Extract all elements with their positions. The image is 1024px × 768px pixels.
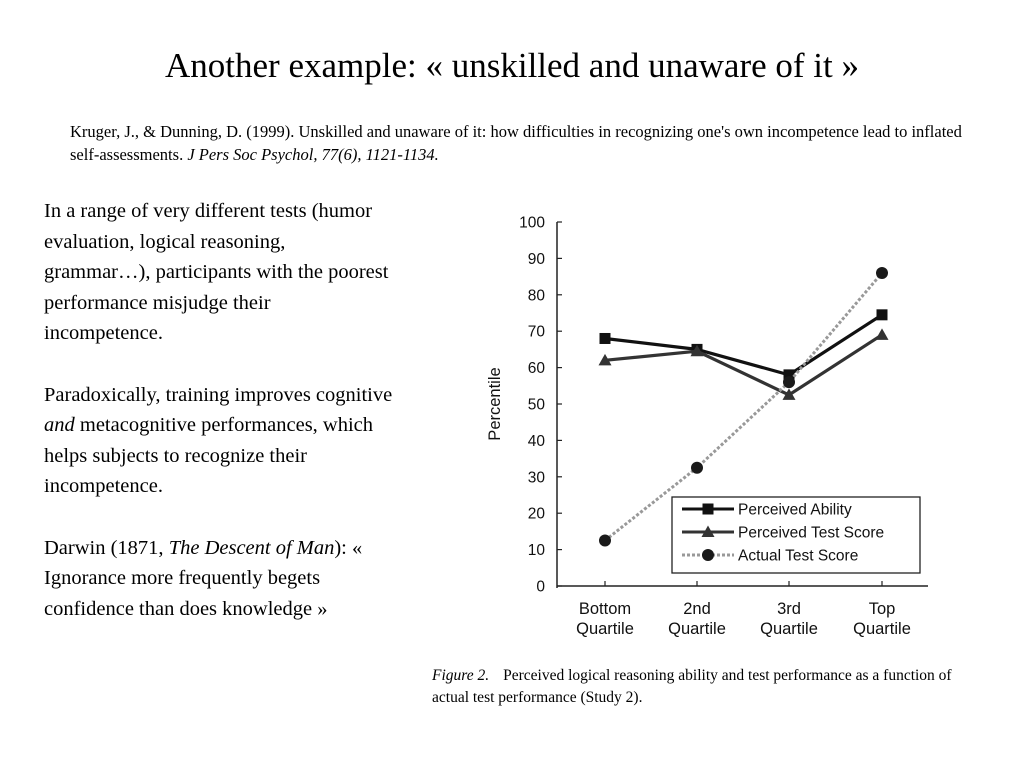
series-3-point (691, 461, 703, 474)
y-tick-label: 0 (536, 579, 545, 596)
x-tick-label: Quartile (668, 620, 726, 638)
y-tick-label: 60 (528, 360, 546, 377)
series-2-point (598, 353, 612, 366)
citation-text: Kruger, J., & Dunning, D. (1999). Unskil… (70, 122, 962, 164)
series-3-point (783, 376, 795, 389)
body-text: In a range of very different tests (humo… (44, 196, 394, 655)
citation: Kruger, J., & Dunning, D. (1999). Unskil… (70, 120, 970, 166)
legend-marker-1 (702, 503, 714, 515)
paragraph-3: Darwin (1871, The Descent of Man): « Ign… (44, 533, 394, 625)
series-line-3 (604, 271, 884, 542)
y-tick-label: 80 (528, 287, 546, 304)
y-tick-label: 100 (519, 215, 545, 232)
series-3-point (599, 534, 611, 547)
y-tick-label: 30 (528, 469, 546, 486)
x-tick-label: Quartile (576, 620, 634, 638)
y-tick-label: 90 (528, 251, 546, 268)
paragraph-3-text-b: ): « Ignorance more frequently begets co… (44, 536, 363, 620)
series-1-point (599, 332, 611, 344)
figure-caption: Figure 2. Perceived logical reasoning abi… (432, 665, 992, 709)
x-tick-label: Quartile (853, 620, 911, 638)
series-line-2 (604, 333, 883, 397)
paragraph-2-text-a: Paradoxically, training improves cogniti… (44, 383, 393, 406)
series-3-point (876, 266, 888, 279)
y-tick-label: 10 (528, 542, 546, 559)
paragraph-3-book-title: The Descent of Man (168, 536, 335, 559)
legend-marker-3 (702, 549, 714, 561)
y-axis-label: Percentile (486, 367, 504, 440)
series-1-point (876, 309, 888, 321)
slide-title: Another example: « unskilled and unaware… (165, 46, 859, 85)
legend-label-2: Perceived Test Score (738, 525, 884, 542)
series-1-point (783, 369, 795, 381)
paragraph-2-text-b: metacognitive performances, which helps … (44, 414, 374, 498)
figure-caption-text: Perceived logical reasoning ability and … (432, 667, 952, 706)
citation-journal: J Pers Soc Psychol, 77(6), 1121-1134. (187, 145, 439, 164)
paragraph-2-emphasis: and (44, 414, 75, 437)
y-tick-label: 20 (528, 506, 546, 523)
series-2-point (690, 344, 704, 357)
x-tick-label: Top (869, 600, 896, 618)
paragraph-2: Paradoxically, training improves cogniti… (44, 380, 394, 502)
legend-marker-2 (701, 525, 715, 537)
paragraph-1: In a range of very different tests (humo… (44, 196, 394, 349)
x-tick-label: Bottom (579, 600, 631, 618)
paragraph-3-text-a: Darwin (1871, (44, 536, 169, 559)
series-2-point (782, 388, 796, 400)
series-2-point (875, 328, 889, 340)
legend-label-1: Perceived Ability (738, 502, 852, 519)
y-tick-label: 50 (528, 397, 546, 414)
series-line-1 (604, 313, 883, 377)
legend-label-3: Actual Test Score (738, 548, 858, 565)
figure-caption-label: Figure 2. (432, 667, 490, 684)
y-tick-label: 40 (528, 433, 546, 450)
paragraph-1-text: In a range of very different tests (humo… (44, 200, 389, 345)
y-tick-label: 70 (528, 324, 546, 341)
x-tick-label: Quartile (760, 620, 818, 638)
x-tick-label: 2nd (683, 600, 711, 618)
x-tick-label: 3rd (777, 600, 801, 618)
